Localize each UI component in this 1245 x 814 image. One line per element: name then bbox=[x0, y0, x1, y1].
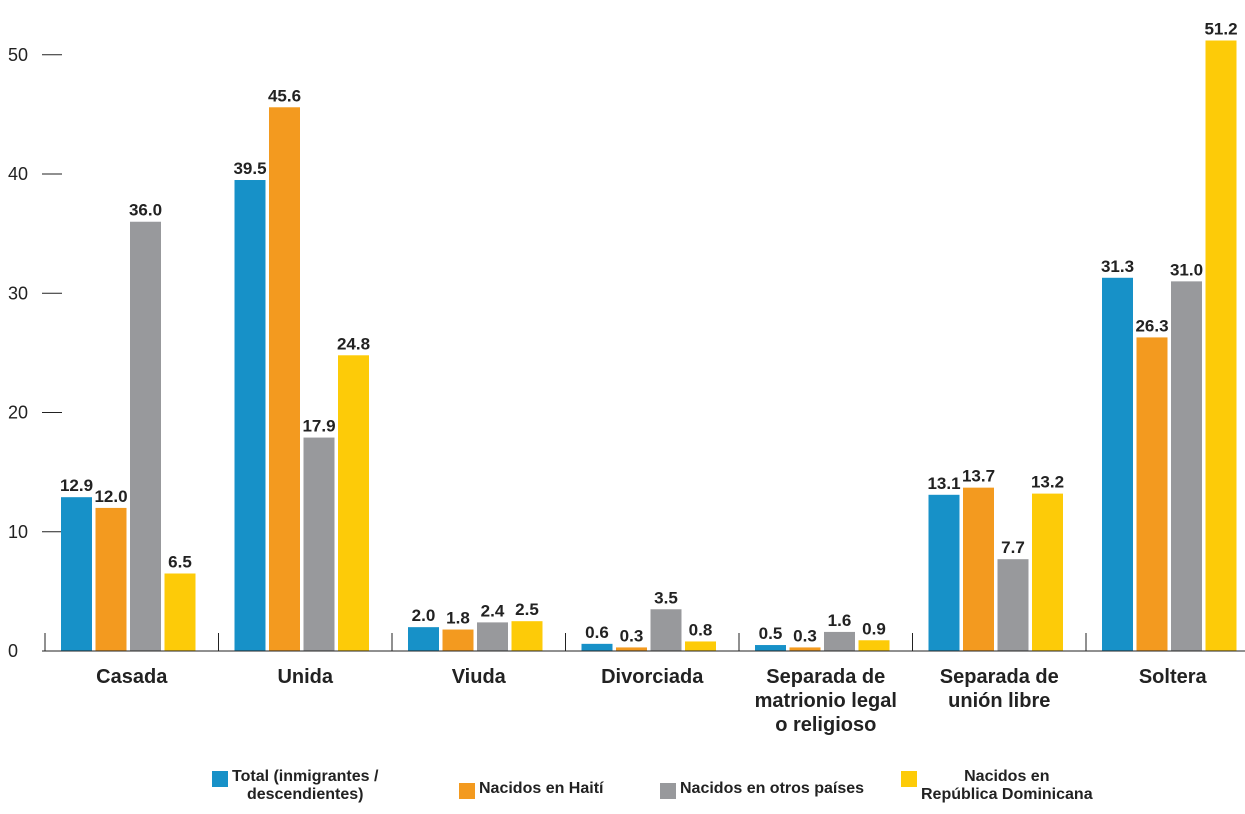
y-tick-label: 10 bbox=[8, 522, 28, 542]
y-tick-label: 50 bbox=[8, 45, 28, 65]
y-tick-label: 20 bbox=[8, 403, 28, 423]
legend-swatch bbox=[459, 783, 475, 799]
data-label: 12.9 bbox=[60, 476, 93, 495]
legend-item: Nacidos en República Dominicana bbox=[901, 768, 1093, 804]
bar bbox=[338, 355, 369, 651]
data-label: 12.0 bbox=[94, 487, 127, 506]
category-label-line: unión libre bbox=[948, 690, 1050, 712]
category-label: Divorciada bbox=[601, 666, 704, 688]
data-label: 45.6 bbox=[268, 86, 301, 105]
data-label: 7.7 bbox=[1001, 538, 1025, 557]
bar bbox=[928, 494, 960, 651]
category-label-line: Unida bbox=[277, 666, 333, 688]
bar bbox=[1102, 277, 1133, 651]
legend-swatch bbox=[901, 771, 917, 787]
data-label: 3.5 bbox=[654, 588, 678, 607]
data-label: 13.1 bbox=[927, 474, 960, 493]
data-label: 1.8 bbox=[446, 609, 470, 628]
legend-label: Nacidos en Haití bbox=[479, 780, 604, 797]
data-label: 1.6 bbox=[828, 611, 852, 630]
bar bbox=[581, 643, 613, 651]
y-tick-label: 30 bbox=[8, 283, 28, 303]
category-label-line: Viuda bbox=[452, 666, 507, 688]
data-label: 2.4 bbox=[481, 601, 505, 620]
bar bbox=[1205, 40, 1237, 651]
bar bbox=[1136, 337, 1168, 651]
category-label: Viuda bbox=[452, 666, 507, 688]
x-axis: Casada Unida Viuda Divorciada Separada de mat… bbox=[42, 633, 1245, 736]
data-label: 0.6 bbox=[585, 623, 609, 642]
legend-swatch bbox=[660, 783, 676, 799]
bar bbox=[61, 497, 92, 651]
category-label-line: Soltera bbox=[1139, 666, 1208, 688]
bar bbox=[650, 609, 682, 651]
legend-item: Nacidos en otros países bbox=[660, 780, 864, 799]
bars bbox=[61, 40, 1237, 651]
data-label: 17.9 bbox=[302, 417, 335, 436]
bar bbox=[408, 627, 439, 651]
data-label: 31.0 bbox=[1170, 260, 1203, 279]
category-label-line: Separada de bbox=[940, 666, 1059, 688]
category-label: Casada bbox=[96, 666, 168, 688]
data-label: 2.5 bbox=[515, 600, 539, 619]
bar bbox=[789, 647, 821, 651]
category-label-line: Separada de bbox=[766, 666, 885, 688]
category-label: Unida bbox=[277, 666, 333, 688]
bar bbox=[997, 559, 1029, 651]
bar bbox=[95, 507, 127, 651]
value-labels: 12.9 39.5 2.0 0.6 0.5 13.1 31.3 12.0 45.6 1.8 0.3 0… bbox=[60, 20, 1238, 646]
category-label-line: Casada bbox=[96, 666, 168, 688]
data-label: 0.9 bbox=[862, 619, 886, 638]
bar bbox=[303, 437, 335, 651]
data-label: 0.3 bbox=[793, 626, 817, 645]
category-label: Separada de matrionio legal o religioso bbox=[755, 666, 897, 736]
bar bbox=[511, 621, 543, 651]
legend-label: Nacidos en otros países bbox=[680, 780, 865, 797]
category-label-line: matrionio legal bbox=[755, 690, 897, 712]
data-label: 6.5 bbox=[168, 552, 192, 571]
bar bbox=[130, 221, 161, 651]
bar bbox=[824, 631, 855, 651]
bar bbox=[1171, 281, 1202, 651]
legend-swatch bbox=[212, 771, 228, 787]
data-label: 24.8 bbox=[337, 334, 370, 353]
category-label: Separada de unión libre bbox=[940, 666, 1059, 712]
category-label: Soltera bbox=[1139, 666, 1208, 688]
bar bbox=[858, 640, 890, 651]
bar bbox=[234, 180, 266, 651]
legend-item: Total (inmigrantes / descendientes) bbox=[212, 768, 378, 804]
y-tick-label: 40 bbox=[8, 164, 28, 184]
data-label: 26.3 bbox=[1135, 316, 1168, 335]
data-label: 13.2 bbox=[1031, 473, 1064, 492]
category-label-line: Divorciada bbox=[601, 666, 704, 688]
bar bbox=[442, 629, 474, 651]
data-label: 39.5 bbox=[233, 159, 266, 178]
bar bbox=[477, 622, 508, 651]
bar bbox=[269, 107, 300, 651]
data-label: 2.0 bbox=[412, 606, 436, 625]
bar bbox=[755, 645, 786, 651]
y-tick-label: 0 bbox=[8, 641, 18, 661]
data-label: 0.5 bbox=[759, 624, 783, 643]
legend-label: Total (inmigrantes / descendientes) bbox=[232, 768, 379, 803]
legend: Total (inmigrantes / descendientes) Nacid… bbox=[0, 768, 1245, 814]
bar bbox=[1032, 493, 1063, 651]
y-axis: 0 10 20 30 40 50 bbox=[8, 45, 62, 661]
bar bbox=[685, 641, 716, 651]
data-label: 13.7 bbox=[962, 467, 995, 486]
bar bbox=[963, 487, 994, 651]
legend-item: Nacidos en Haití bbox=[459, 780, 603, 799]
bar bbox=[616, 647, 647, 651]
data-label: 51.2 bbox=[1204, 20, 1237, 39]
legend-label: Nacidos en República Dominicana bbox=[921, 768, 1093, 803]
category-label-line: o religioso bbox=[775, 714, 876, 736]
data-label: 31.3 bbox=[1101, 257, 1134, 276]
bar bbox=[164, 573, 196, 651]
data-label: 0.3 bbox=[620, 626, 644, 645]
data-label: 0.8 bbox=[689, 620, 713, 639]
data-label: 36.0 bbox=[129, 201, 162, 220]
